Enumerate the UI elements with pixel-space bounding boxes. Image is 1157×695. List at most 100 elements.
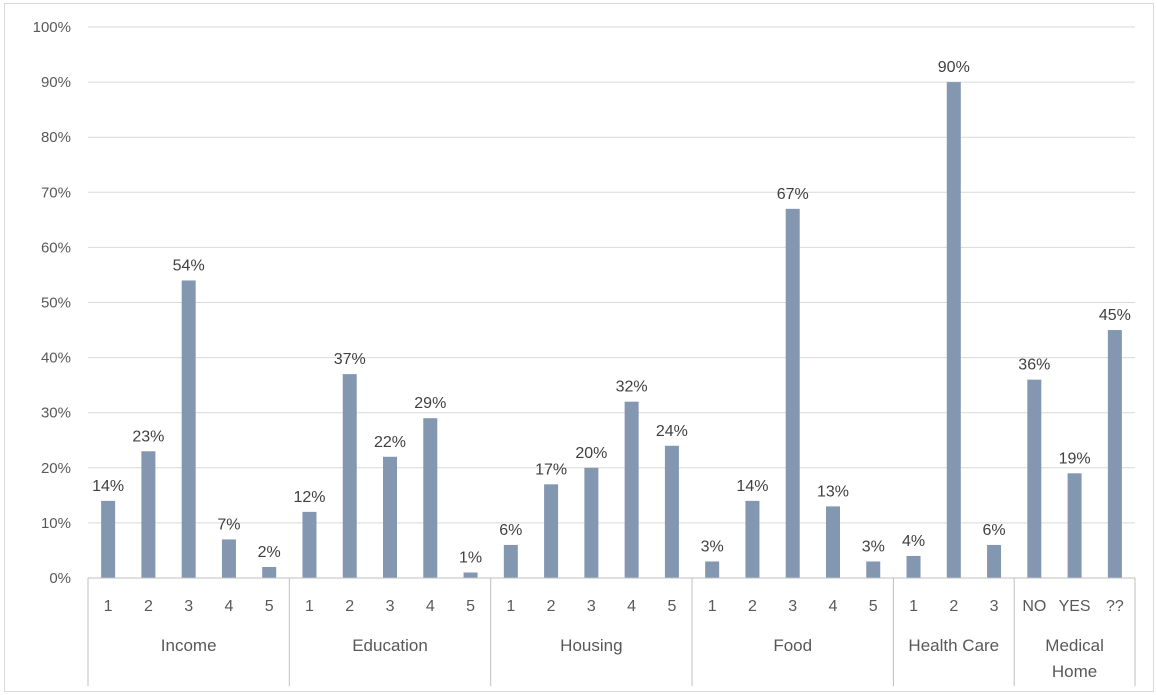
bar-income-5	[262, 566, 277, 578]
bar-housing-4	[624, 401, 639, 578]
x-category-label: 1	[305, 598, 314, 615]
x-category-label: 1	[506, 598, 515, 615]
y-tick-label: 80%	[41, 129, 71, 146]
y-tick-label: 40%	[41, 350, 71, 367]
bar-education-4	[423, 418, 438, 578]
x-category-label: 5	[667, 598, 676, 615]
bar-income-2	[141, 451, 156, 578]
x-category-label: 5	[265, 598, 274, 615]
x-category-label: 1	[708, 598, 717, 615]
x-category-label: 2	[949, 598, 958, 615]
x-category-label: 2	[144, 598, 153, 615]
bar-income-1	[101, 500, 116, 578]
x-group-label: Health Care	[908, 636, 999, 655]
data-label: 4%	[902, 533, 925, 550]
y-tick-label: 70%	[41, 184, 71, 201]
data-label: 6%	[982, 522, 1005, 539]
data-label: 13%	[817, 483, 849, 500]
x-category-label: 4	[627, 598, 636, 615]
x-category-label: NO	[1022, 598, 1046, 615]
data-label: 2%	[258, 544, 281, 561]
data-label: 29%	[414, 395, 446, 412]
data-label: 12%	[293, 489, 325, 506]
bar-health-care-2	[946, 82, 961, 578]
bar-income-4	[221, 539, 236, 578]
x-category-label: 5	[869, 598, 878, 615]
data-label: 45%	[1099, 307, 1131, 324]
data-label: 7%	[217, 516, 240, 533]
gridlines	[88, 26, 1135, 579]
data-label: 1%	[459, 549, 482, 566]
y-tick-label: 60%	[41, 239, 71, 256]
x-axis: 1 2 3 4 5 Income 1 2 3 4 5 Education 1 2 3 4 5 Housing 1 2 3…	[87, 577, 1136, 686]
data-label: 36%	[1018, 357, 1050, 374]
bar-housing-1	[503, 544, 518, 578]
data-label: 3%	[701, 538, 724, 555]
bar-housing-2	[544, 484, 559, 578]
data-label: 90%	[938, 59, 970, 76]
data-label: 14%	[92, 478, 124, 495]
data-label: 17%	[535, 461, 567, 478]
bar-food-2	[745, 500, 760, 578]
data-label: 24%	[656, 423, 688, 440]
x-category-label: ??	[1106, 598, 1124, 615]
x-group-label: Housing	[560, 636, 622, 655]
bar-housing-3	[584, 467, 599, 578]
x-category-label: 3	[386, 598, 395, 615]
data-label: 22%	[374, 434, 406, 451]
data-label: 19%	[1059, 450, 1091, 467]
x-category-label: 3	[587, 598, 596, 615]
y-tick-label: 20%	[41, 460, 71, 477]
bar-medical-home-NO	[1027, 379, 1042, 578]
x-group-label: Education	[352, 636, 428, 655]
x-category-label: 2	[345, 598, 354, 615]
y-tick-label: 30%	[41, 405, 71, 422]
y-tick-label: 10%	[41, 515, 71, 532]
bar-food-5	[866, 561, 881, 578]
data-label: 67%	[777, 186, 809, 203]
data-labels: 14% 23% 54% 7% 2% 12% 37% 22% 29% 1% 6% 17% 20% 32% 24…	[92, 59, 1131, 566]
bar-health-care-3	[987, 544, 1002, 578]
bar-education-1	[302, 511, 317, 578]
x-category-label: 4	[426, 598, 435, 615]
x-category-label: YES	[1059, 598, 1091, 615]
y-tick-label: 90%	[41, 74, 71, 91]
bar-income-3	[181, 280, 196, 578]
x-category-label: 4	[224, 598, 233, 615]
x-group-label: Home	[1052, 662, 1097, 681]
bar-food-3	[785, 208, 800, 578]
x-group-label: Income	[161, 636, 217, 655]
y-tick-label: 0%	[49, 570, 71, 587]
bars	[101, 82, 1122, 578]
data-label: 32%	[616, 379, 648, 396]
x-group-label: Medical	[1045, 636, 1104, 655]
bar-medical-home-??	[1107, 330, 1122, 578]
data-label: 14%	[736, 478, 768, 495]
bar-education-5	[463, 572, 478, 578]
x-category-label: 2	[748, 598, 757, 615]
x-category-label: 5	[466, 598, 475, 615]
data-label: 20%	[575, 445, 607, 462]
data-label: 23%	[132, 428, 164, 445]
x-category-label: 1	[104, 598, 113, 615]
y-tick-label: 100%	[33, 19, 71, 36]
bar-medical-home-YES	[1067, 473, 1082, 578]
data-label: 37%	[334, 351, 366, 368]
x-category-label: 3	[788, 598, 797, 615]
data-label: 3%	[862, 538, 885, 555]
bar-food-4	[825, 506, 840, 578]
bar-education-3	[383, 456, 398, 578]
bar-food-1	[705, 561, 720, 578]
x-category-label: 3	[990, 598, 999, 615]
x-category-label: 2	[547, 598, 556, 615]
data-label: 6%	[499, 522, 522, 539]
y-axis-tick-labels: 0% 10% 20% 30% 40% 50% 60% 70% 80% 90% 100%	[33, 19, 71, 587]
bar-housing-5	[664, 445, 679, 578]
x-group-label: Food	[773, 636, 812, 655]
x-category-label: 1	[909, 598, 918, 615]
bar-education-2	[342, 374, 357, 578]
x-category-label: 3	[184, 598, 193, 615]
x-category-label: 4	[829, 598, 838, 615]
bar-health-care-1	[906, 555, 921, 578]
